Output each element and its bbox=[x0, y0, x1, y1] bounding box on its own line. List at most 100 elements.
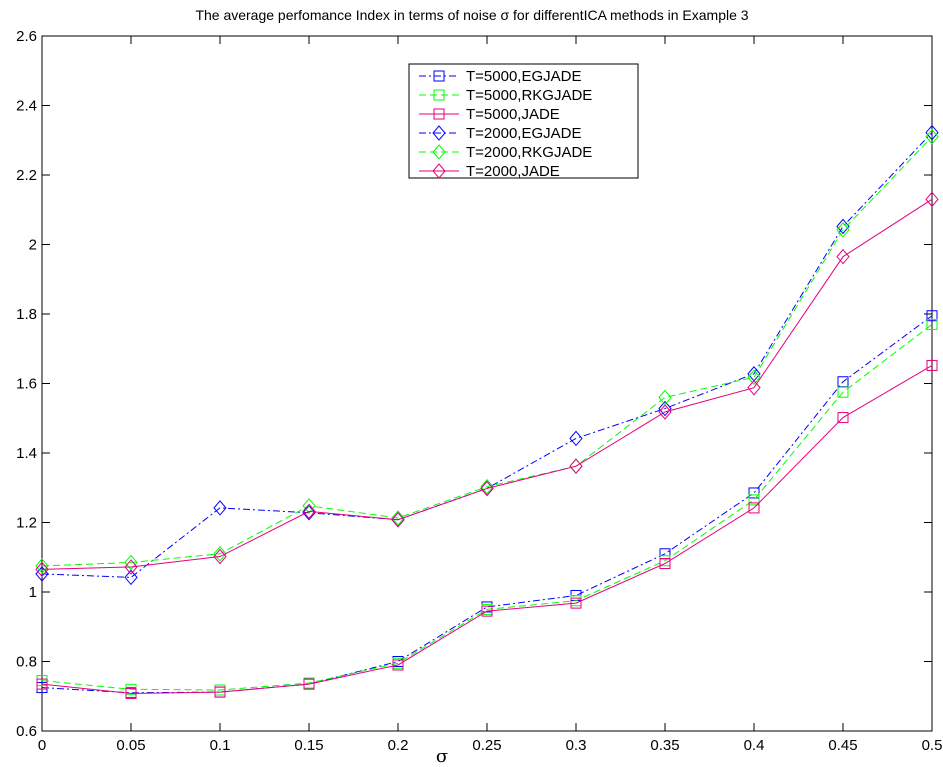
x-axis-label: σ bbox=[436, 746, 448, 767]
square-marker bbox=[926, 318, 938, 330]
y-tick-label: 0.8 bbox=[16, 654, 37, 671]
y-tick-label: 2.4 bbox=[16, 98, 37, 115]
diamond-marker bbox=[836, 222, 850, 238]
x-tick-label: 0.5 bbox=[922, 737, 943, 754]
x-tick-label: 0.45 bbox=[828, 737, 857, 754]
series-line bbox=[41, 132, 933, 578]
legend-entry: T=5000,JADE bbox=[419, 106, 560, 123]
diamond-marker bbox=[124, 559, 138, 575]
legend-box bbox=[408, 63, 639, 179]
diamond-marker bbox=[213, 500, 227, 516]
square-marker bbox=[748, 487, 760, 499]
diamond-marker bbox=[432, 144, 446, 160]
square-marker bbox=[433, 89, 445, 101]
series-line bbox=[41, 315, 933, 694]
legend-label: T=2000,EGJADE bbox=[466, 125, 581, 142]
x-tick-label: 0.25 bbox=[472, 737, 501, 754]
legend-entry: T=2000,RKGJADE bbox=[419, 144, 592, 161]
diamond-marker bbox=[747, 369, 761, 386]
diamond-marker bbox=[569, 458, 583, 474]
series-t-2000-jade bbox=[35, 191, 939, 578]
diamond-marker bbox=[925, 124, 939, 141]
legend-label: T=5000,RKGJADE bbox=[466, 87, 592, 104]
diamond-marker bbox=[124, 554, 138, 571]
y-tick-label: 2.2 bbox=[16, 167, 37, 184]
square-marker bbox=[837, 412, 849, 424]
diamond-marker bbox=[391, 511, 405, 528]
legend-entry: T=2000,EGJADE bbox=[419, 125, 581, 142]
legend-label: T=2000,RKGJADE bbox=[466, 144, 592, 161]
diamond-marker bbox=[124, 569, 138, 586]
square-marker bbox=[125, 687, 137, 699]
x-tick-label: 0.4 bbox=[744, 737, 765, 754]
x-tick-label: 0.35 bbox=[650, 737, 679, 754]
diamond-marker bbox=[569, 430, 583, 447]
square-marker bbox=[214, 686, 226, 698]
y-tick-label: 0.6 bbox=[16, 723, 37, 740]
x-tick-label: 0.1 bbox=[210, 737, 231, 754]
square-marker bbox=[926, 310, 938, 322]
square-marker bbox=[926, 359, 938, 371]
x-tick-label: 0.3 bbox=[566, 737, 587, 754]
diamond-marker bbox=[658, 389, 672, 406]
legend-label: T=2000,JADE bbox=[466, 163, 560, 180]
legend-entry: T=2000,JADE bbox=[419, 163, 560, 180]
square-marker bbox=[748, 502, 760, 514]
diamond-marker bbox=[658, 404, 672, 420]
diamond-marker bbox=[432, 125, 446, 141]
series-layer bbox=[35, 124, 939, 699]
axis-ticks: 0 0.05 0.1 0.15 0.2 0.25 0.3 0.35 0.4 0.45 0.5 0.6 0… bbox=[16, 28, 942, 754]
diamond-marker bbox=[213, 548, 227, 565]
square-marker bbox=[481, 605, 493, 617]
square-marker bbox=[433, 70, 445, 82]
square-marker bbox=[433, 108, 445, 120]
series-line bbox=[41, 136, 933, 567]
x-tick-label: 0.2 bbox=[388, 737, 409, 754]
diamond-marker bbox=[747, 379, 761, 396]
y-tick-label: 2 bbox=[29, 237, 37, 254]
square-marker bbox=[659, 558, 671, 570]
y-tick-label: 1 bbox=[29, 584, 37, 601]
diamond-marker bbox=[925, 129, 939, 145]
square-marker bbox=[303, 678, 315, 690]
legend-label: T=5000,EGJADE bbox=[466, 68, 581, 85]
diamond-marker bbox=[213, 546, 227, 562]
diamond-marker bbox=[35, 561, 49, 578]
series-line bbox=[41, 198, 933, 570]
diamond-marker bbox=[302, 503, 316, 520]
series-t-2000-egjade bbox=[35, 124, 939, 586]
diamond-marker bbox=[391, 510, 405, 526]
y-tick-label: 1.8 bbox=[16, 306, 37, 323]
series-line bbox=[41, 324, 933, 691]
diamond-marker bbox=[836, 218, 850, 235]
diamond-marker bbox=[35, 558, 49, 574]
diamond-marker bbox=[432, 163, 446, 179]
series-t-2000-rkgjade bbox=[35, 129, 939, 574]
diamond-marker bbox=[480, 478, 494, 495]
legend-label: T=5000,JADE bbox=[466, 106, 560, 123]
diamond-marker bbox=[658, 400, 672, 417]
series-line bbox=[41, 364, 933, 694]
diamond-marker bbox=[925, 191, 939, 208]
square-marker bbox=[392, 659, 404, 671]
square-marker bbox=[748, 494, 760, 506]
x-tick-label: 0.05 bbox=[116, 737, 145, 754]
square-marker bbox=[36, 678, 48, 690]
y-tick-label: 1.4 bbox=[16, 445, 37, 462]
series-t-5000-jade bbox=[36, 359, 938, 699]
x-tick-label: 0.15 bbox=[294, 737, 323, 754]
y-tick-label: 1.6 bbox=[16, 376, 37, 393]
square-marker bbox=[837, 386, 849, 398]
legend-entry: T=5000,RKGJADE bbox=[419, 87, 592, 104]
y-tick-label: 1.2 bbox=[16, 515, 37, 532]
series-t-5000-egjade bbox=[36, 310, 938, 699]
y-tick-label: 2.6 bbox=[16, 28, 37, 45]
square-marker bbox=[570, 597, 582, 609]
diamond-marker bbox=[302, 505, 316, 521]
x-tick-label: 0 bbox=[38, 737, 46, 754]
legend-entry: T=5000,EGJADE bbox=[419, 68, 581, 85]
diamond-marker bbox=[302, 498, 316, 514]
chart-title: The average perfomance Index in terms of… bbox=[195, 7, 748, 23]
diamond-marker bbox=[836, 248, 850, 265]
